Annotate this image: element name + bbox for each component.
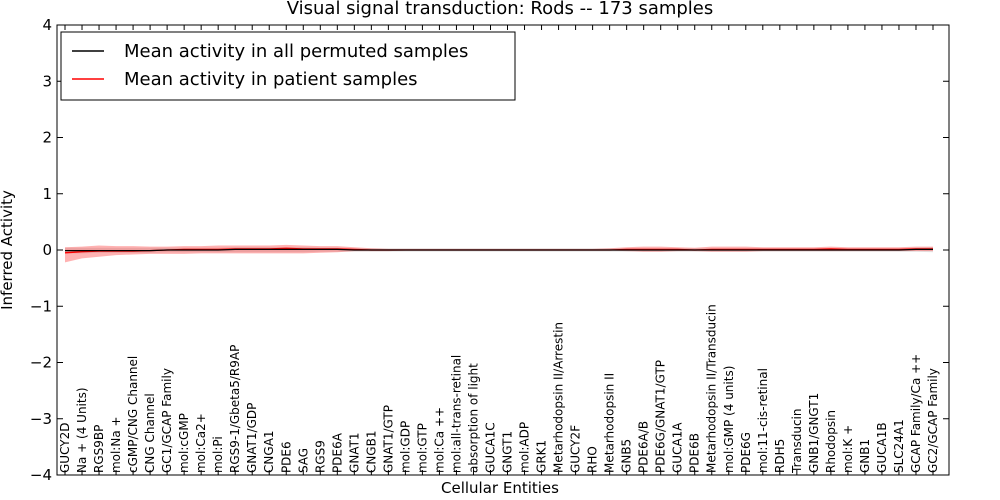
series-line-permuted [65, 248, 933, 252]
x-axis: GUCY2D Na + (4 Units) RGS9BP mol:Na + cGMP/C… [58, 25, 940, 475]
x-tick-label: GUCA1A [671, 422, 685, 473]
series-band-patient [65, 244, 933, 263]
x-tick-label: PDE6A/B [637, 421, 651, 473]
legend-label-patient: Mean activity in patient samples [124, 69, 418, 90]
x-tick-label: mol:GMP (4 units) [722, 366, 736, 473]
plot-area [64, 244, 933, 263]
x-tick-label: mol:K + [841, 425, 855, 473]
x-tick-label: SLC24A1 [892, 419, 906, 473]
x-tick-label: Metarhodopsin II/Transducin [705, 304, 719, 473]
x-tick-label: PDE6G/GNAT1/GTP [654, 360, 668, 473]
x-tick-label: GNB5 [620, 439, 634, 473]
x-tick-label: RHO [586, 446, 600, 473]
x-tick-label: mol:Na + [109, 416, 123, 473]
x-tick-label: Transducin [790, 408, 804, 473]
y-tick-label: 4 [42, 16, 52, 34]
x-tick-label: CNGA1 [262, 430, 276, 473]
legend-label-permuted: Mean activity in all permuted samples [124, 41, 468, 62]
x-tick-label: RGS9 [313, 440, 327, 473]
x-tick-label: GUCA1C [484, 422, 498, 473]
x-tick-label: RGS9BP [92, 425, 106, 473]
y-axis: 4 3 2 1 0 −1 −2 −3 −4 [30, 16, 949, 484]
x-tick-label: GC1/GCAP Family [160, 368, 174, 473]
x-tick-label: GC2/GCAP Family [926, 368, 940, 473]
y-tick-label: −2 [30, 354, 52, 372]
x-tick-label: GNGT1 [501, 431, 515, 473]
x-tick-label: PDE6B [688, 433, 702, 473]
x-tick-label: mol:GTP [415, 423, 429, 473]
x-tick-label: GRK1 [535, 440, 549, 473]
x-tick-label: mol:Ca2+ [194, 413, 208, 473]
x-tick-label: GNB1/GNGT1 [807, 393, 821, 473]
x-tick-label: GNAT1/GDP [245, 403, 259, 473]
x-tick-label: mol:ADP [518, 422, 532, 473]
y-tick-label: −4 [30, 466, 52, 484]
x-tick-label: CNGB1 [364, 431, 378, 474]
y-tick-label: 0 [42, 241, 52, 259]
y-tick-label: 3 [42, 72, 52, 90]
x-tick-label: GCAP Family/Ca ++ [909, 354, 923, 473]
x-tick-label: cGMP/CNG Channel [126, 356, 140, 473]
x-axis-label: Cellular Entities [441, 479, 559, 497]
x-tick-label: PDE6 [279, 441, 293, 473]
y-tick-label: 1 [42, 185, 52, 203]
x-tick-label: PDE6A [330, 432, 344, 473]
x-tick-label: CNG Channel [143, 393, 157, 473]
y-tick-label: −1 [30, 297, 52, 315]
x-tick-label: GNB1 [858, 439, 872, 473]
x-tick-label: Na + (4 Units) [75, 387, 89, 473]
x-tick-label: Metarhodopsin II/Arrestin [552, 322, 566, 473]
legend: Mean activity in all permuted samples Me… [60, 31, 516, 101]
x-tick-label: GUCY2F [569, 425, 583, 473]
y-axis-label: Inferred Activity [0, 190, 16, 310]
x-tick-label: GNAT1 [347, 432, 361, 473]
x-tick-label: GUCA1B [875, 422, 889, 473]
x-tick-label: Metarhodopsin II [603, 373, 617, 473]
x-tick-label: mol:cGMP [177, 413, 191, 473]
x-tick-label: mol:Ca ++ [432, 407, 446, 473]
x-tick-label: mol:Pi [211, 436, 225, 473]
x-tick-label: mol:all-trans-retinal [450, 355, 464, 473]
x-tick-label: SAG [296, 448, 310, 473]
legend-box [60, 31, 516, 101]
x-tick-label: GUCY2D [58, 423, 72, 473]
x-tick-label: Rhodopsin [824, 410, 838, 473]
x-tick-label: RGS9-1/Gbeta5/R9AP [228, 345, 242, 473]
x-tick-label: mol:11-cis-retinal [756, 368, 770, 473]
x-tick-label: PDE6G [739, 432, 753, 473]
x-tick-label: absorption of light [467, 363, 481, 473]
y-tick-label: 2 [42, 129, 52, 147]
y-tick-label: −3 [30, 410, 52, 428]
chart-title: Visual signal transduction: Rods -- 173 … [287, 0, 714, 19]
x-tick-label: RDH5 [773, 439, 787, 473]
x-tick-label: GNAT1/GTP [381, 405, 395, 473]
x-tick-label: mol:GDP [398, 421, 412, 473]
